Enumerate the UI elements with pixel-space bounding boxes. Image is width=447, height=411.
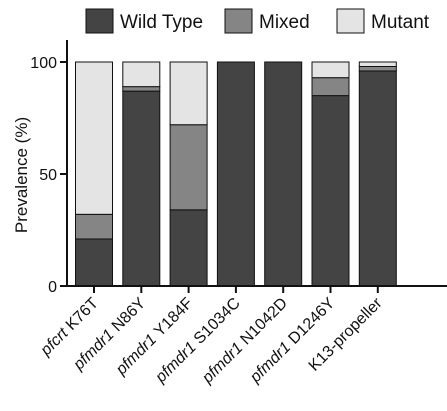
- bar-pfmdr1-s1034c-wild-type: [216, 61, 255, 287]
- y-axis-title: Prevalence (%): [12, 117, 31, 233]
- bar-pfcrt-k76t-mixed: [75, 213, 113, 240]
- legend-label-mutant: Mutant: [371, 12, 430, 33]
- legend-swatch-wild-type: [85, 8, 114, 34]
- plot-area: [75, 61, 397, 287]
- legend-swatch-mixed: [224, 8, 253, 34]
- x-tick-label-pfmdr1-s1034c: pfmdr1 S1034C: [152, 295, 244, 387]
- bar-pfmdr1-d1246y-mutant: [311, 61, 350, 79]
- bar-pfmdr1-d1246y-mixed: [311, 77, 350, 97]
- bar-pfmdr1-y184f-mixed: [169, 124, 208, 211]
- y-tick-label: 50: [39, 167, 57, 184]
- bar-pfmdr1-n1042d-wild-type: [264, 61, 303, 287]
- y-axis: 0 50 100: [30, 40, 68, 296]
- legend-label-mixed: Mixed: [259, 12, 310, 33]
- legend-swatch-mutant: [336, 8, 365, 34]
- bar-k13-propeller-mutant: [358, 61, 397, 67]
- x-tick-label-pfmdr1-n1042d: pfmdr1 N1042D: [198, 295, 291, 388]
- legend: Wild Type Mixed Mutant: [85, 8, 430, 34]
- bar-k13-propeller-mixed: [358, 65, 397, 72]
- bar-pfmdr1-n86y-wild-type: [122, 90, 161, 287]
- bar-pfmdr1-n86y-mixed: [122, 86, 161, 92]
- bar-pfmdr1-n86y-mutant: [122, 61, 161, 88]
- bar-pfcrt-k76t-mutant: [75, 61, 113, 215]
- x-tick-label-pfmdr1-d1246y: pfmdr1 D1246Y: [246, 295, 338, 387]
- bar-pfmdr1-y184f-wild-type: [169, 209, 208, 287]
- y-tick-label: 100: [30, 55, 57, 72]
- y-tick-label: 0: [48, 279, 57, 296]
- legend-label-wild-type: Wild Type: [120, 12, 203, 33]
- bar-pfcrt-k76t-wild-type: [75, 238, 113, 287]
- bar-k13-propeller-wild-type: [358, 70, 397, 287]
- bar-pfmdr1-y184f-mutant: [169, 61, 208, 126]
- bar-pfmdr1-d1246y-wild-type: [311, 95, 350, 287]
